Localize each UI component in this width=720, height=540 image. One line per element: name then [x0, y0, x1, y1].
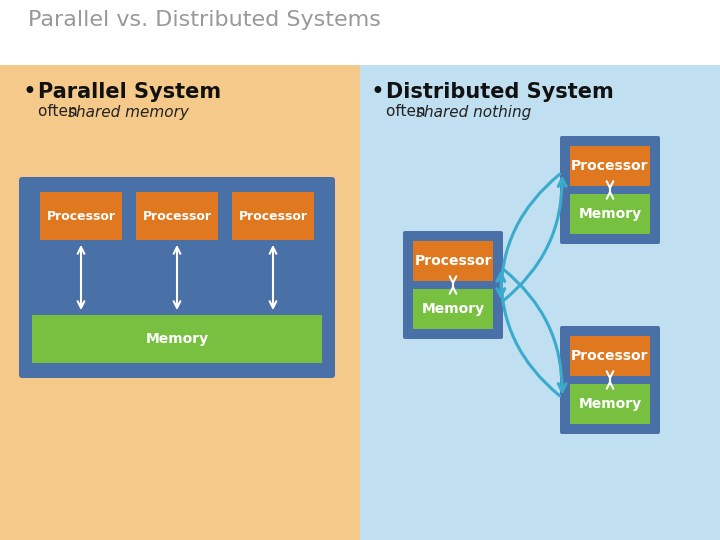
Bar	[570, 194, 650, 234]
Bar	[0, 65, 360, 540]
FancyBboxPatch shape	[403, 231, 503, 339]
Bar	[32, 315, 322, 363]
Text: often: often	[386, 105, 431, 119]
Text: shared nothing: shared nothing	[416, 105, 531, 119]
Bar	[570, 336, 650, 376]
Text: •: •	[22, 80, 36, 104]
Text: Memory: Memory	[578, 397, 642, 411]
FancyBboxPatch shape	[560, 136, 660, 244]
Bar	[0, 0, 720, 65]
Text: Memory: Memory	[578, 207, 642, 221]
Text: Distributed System: Distributed System	[386, 82, 613, 102]
Text: Processor: Processor	[571, 349, 649, 363]
Text: shared memory: shared memory	[68, 105, 189, 119]
Text: Processor: Processor	[414, 254, 492, 268]
Text: Processor: Processor	[238, 210, 307, 222]
Text: Parallel System: Parallel System	[38, 82, 221, 102]
Bar	[570, 146, 650, 186]
Text: Memory: Memory	[421, 302, 485, 316]
Bar	[40, 192, 122, 240]
Text: Processor: Processor	[143, 210, 212, 222]
Bar	[570, 384, 650, 424]
Text: Parallel vs. Distributed Systems: Parallel vs. Distributed Systems	[28, 10, 381, 30]
Text: Processor: Processor	[47, 210, 115, 222]
Text: Memory: Memory	[145, 332, 209, 346]
Bar	[232, 192, 314, 240]
Text: Processor: Processor	[571, 159, 649, 173]
Bar	[360, 65, 720, 540]
FancyBboxPatch shape	[19, 177, 335, 378]
Text: often: often	[38, 105, 83, 119]
Bar	[136, 192, 218, 240]
Bar	[413, 241, 493, 281]
Bar	[413, 289, 493, 329]
FancyBboxPatch shape	[560, 326, 660, 434]
Text: •: •	[370, 80, 384, 104]
